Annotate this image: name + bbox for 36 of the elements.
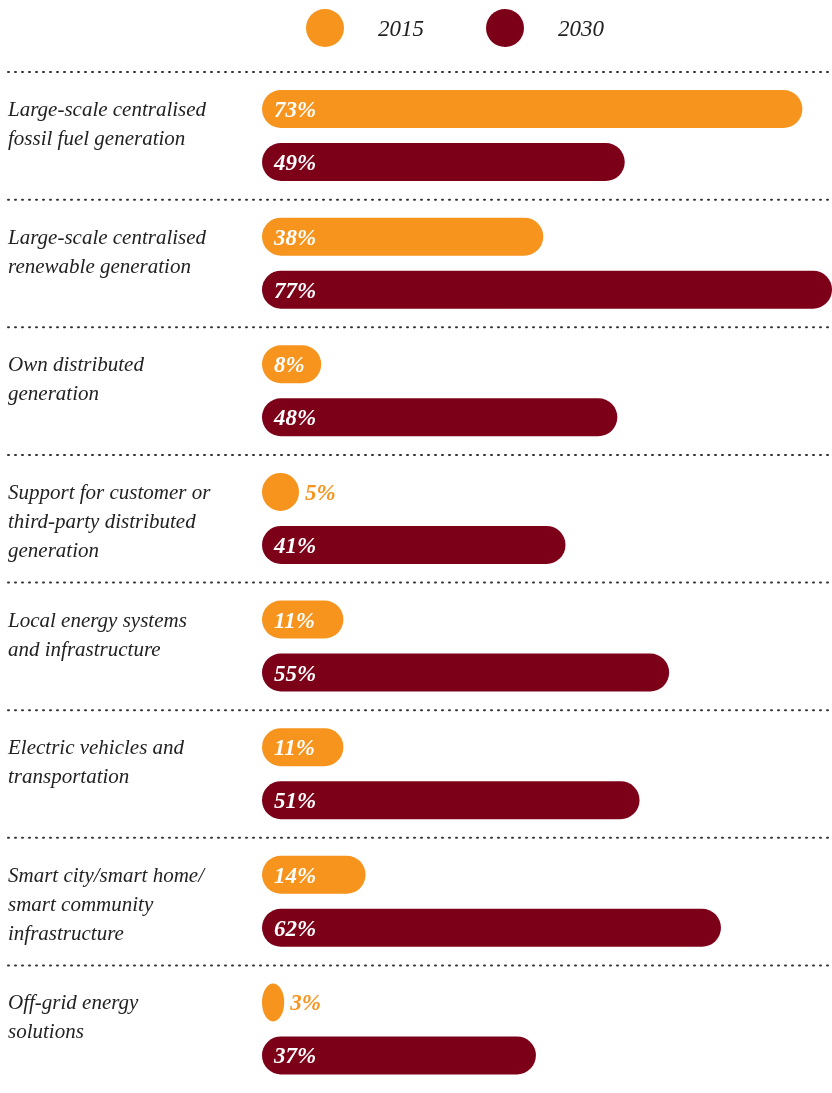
bar <box>262 270 832 309</box>
data-label: 3% <box>289 990 321 1016</box>
bar <box>262 908 721 947</box>
bar <box>262 90 803 128</box>
data-label: 38% <box>273 224 317 250</box>
bar <box>262 1036 536 1075</box>
y-tick-label: Support for customer or third-party distributed generation <box>8 479 212 562</box>
data-label: 5% <box>305 479 336 505</box>
data-label: 73% <box>274 97 317 122</box>
data-label: 14% <box>274 862 317 888</box>
data-label: 8% <box>274 352 305 378</box>
legend-label: 2015 <box>378 16 424 41</box>
y-tick-label: Large-scale centralised fossil fuel generation <box>7 97 207 150</box>
data-label: 48% <box>273 405 317 431</box>
data-label: 62% <box>274 915 317 941</box>
y-tick-label: Off-grid energy solutions <box>8 990 140 1044</box>
bar <box>262 653 670 692</box>
y-tick-label: Large-scale centralised renewable generation <box>7 224 207 278</box>
y-tick-label: Local energy systems and infrastructure <box>7 607 187 661</box>
bar <box>262 398 618 437</box>
y-tick-label: Own distributed generation <box>8 352 145 406</box>
data-label: 49% <box>273 150 317 175</box>
data-label: 55% <box>274 660 317 686</box>
bar <box>262 217 544 256</box>
y-tick-label: Smart city/smart home/ smart community infrastructure <box>8 862 207 945</box>
legend-label: 2030 <box>558 16 605 41</box>
data-label: 77% <box>274 277 317 303</box>
bar <box>262 525 566 564</box>
y-tick-label: Electric vehicles and transportation <box>7 735 185 789</box>
data-label: 41% <box>273 532 317 558</box>
bar <box>262 143 625 181</box>
bar <box>262 781 640 820</box>
data-label: 51% <box>274 788 317 814</box>
data-label: 37% <box>273 1043 317 1069</box>
data-label: 11% <box>274 607 315 633</box>
data-label: 11% <box>274 735 315 761</box>
